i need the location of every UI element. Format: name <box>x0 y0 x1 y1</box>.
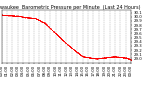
Title: Milwaukee  Barometric Pressure per Minute  (Last 24 Hours): Milwaukee Barometric Pressure per Minute… <box>0 5 140 10</box>
